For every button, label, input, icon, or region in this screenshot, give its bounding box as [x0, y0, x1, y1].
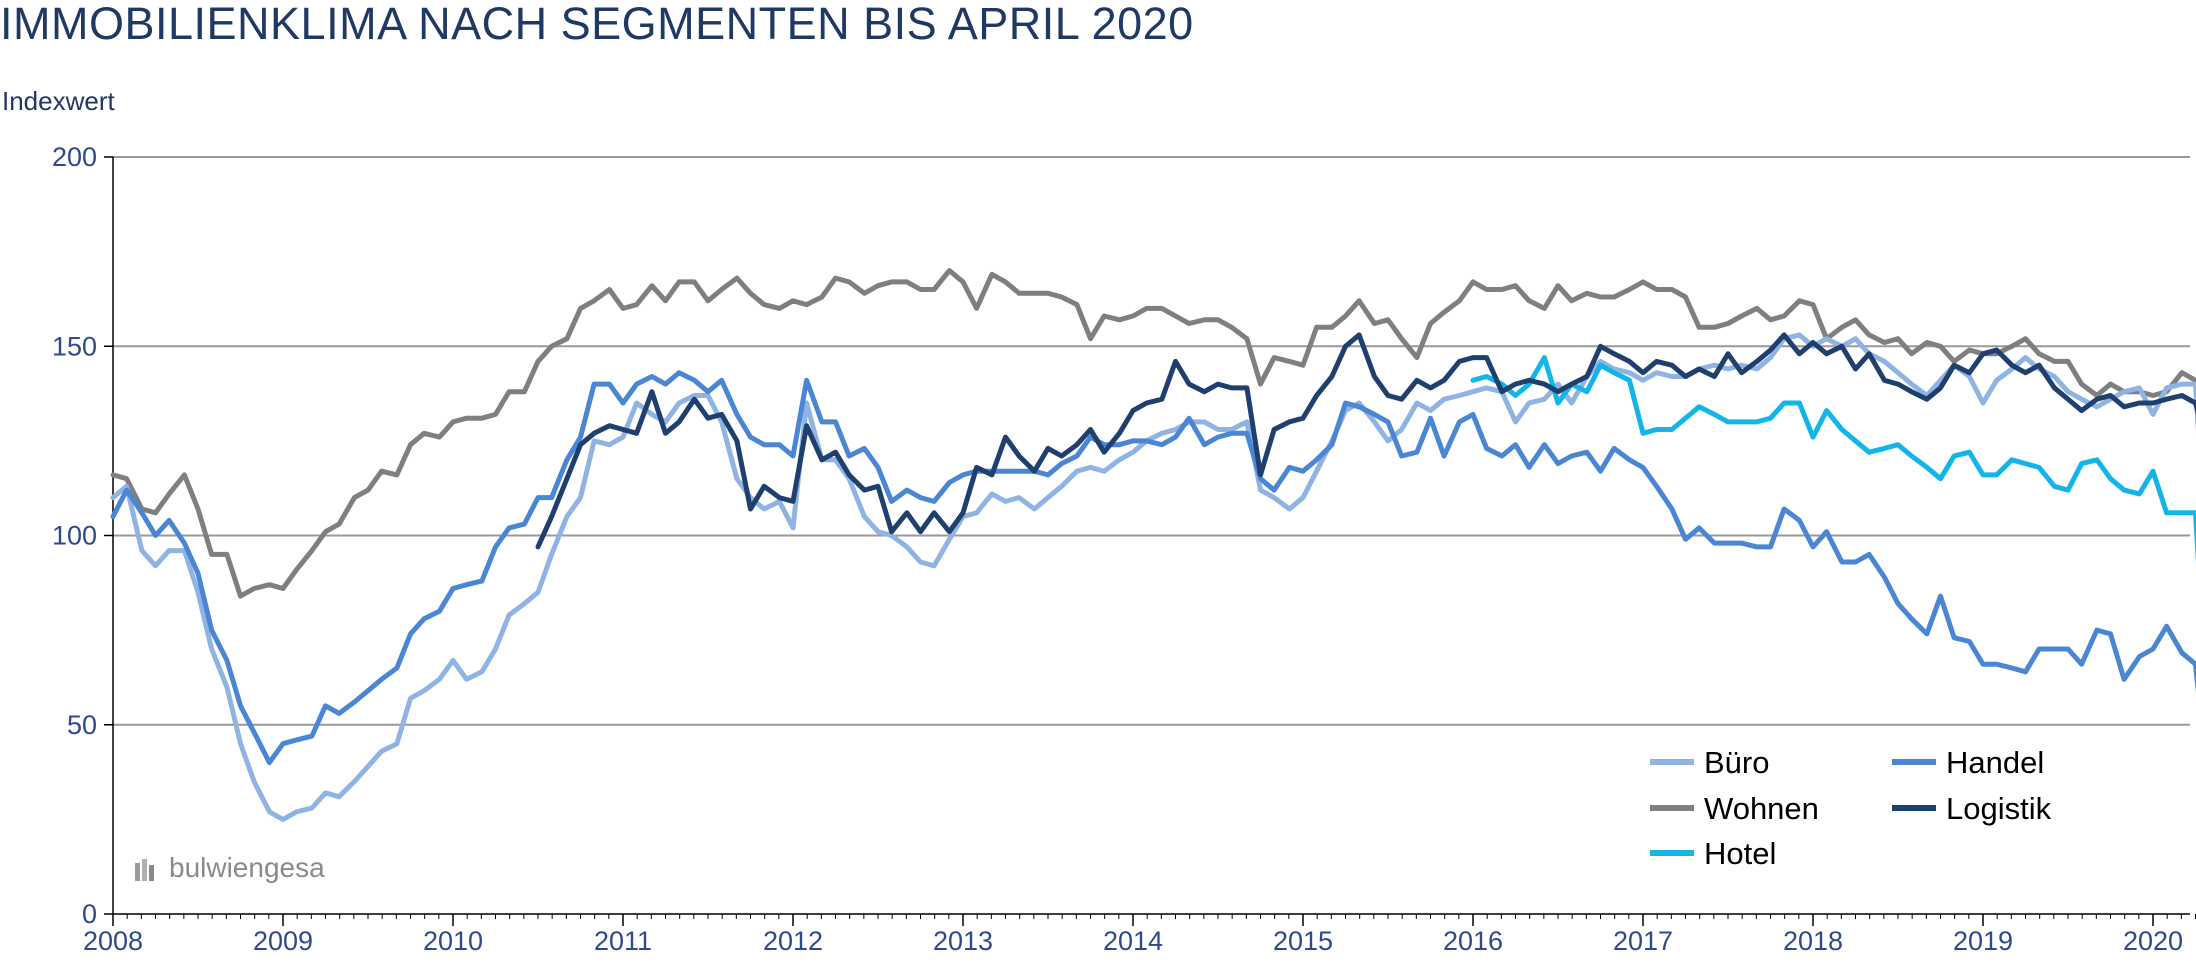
axes: 0 50 100 150 200 2008 2009 2010 2011 2012 2013 2014…	[52, 142, 2196, 956]
series-line-wohnen	[110, 268, 2196, 599]
legend-label-buero: Büro	[1704, 745, 1769, 780]
y-tick-label-150: 150	[52, 331, 97, 361]
chart-title: IMMOBILIENKLIMA NACH SEGMENTEN BIS APRIL…	[0, 0, 1194, 49]
bulwiengesa-logo: bulwiengesa	[133, 852, 325, 885]
x-tick-label-2010: 2010	[423, 926, 483, 956]
y-axis-unit-label: Indexwert	[2, 86, 115, 116]
legend-label-wohnen: Wohnen	[1704, 791, 1819, 826]
legend: Büro Wohnen Hotel Handel Logistik	[1650, 745, 2052, 871]
x-tick-label-2019: 2019	[1953, 926, 2013, 956]
y-tick-label-100: 100	[52, 521, 97, 551]
series-line-buero	[110, 332, 2196, 822]
y-tick-label-0: 0	[82, 899, 97, 929]
x-tick-label-2018: 2018	[1783, 926, 1843, 956]
x-tick-label-2012: 2012	[763, 926, 823, 956]
y-tick-label-50: 50	[67, 710, 97, 740]
x-tick-label-2011: 2011	[594, 926, 652, 956]
x-tick-label-2020: 2020	[2123, 926, 2183, 956]
legend-label-handel: Handel	[1946, 745, 2044, 780]
x-tick-label-2013: 2013	[933, 926, 993, 956]
x-tick-label-2008: 2008	[83, 926, 143, 956]
x-tick-label-2009: 2009	[253, 926, 313, 956]
series-line-handel	[110, 370, 2196, 766]
series-lines	[110, 268, 2196, 822]
x-tick-label-2017: 2017	[1613, 926, 1673, 956]
series-line-hotel	[1470, 355, 2196, 563]
x-tick-label-2015: 2015	[1273, 926, 1333, 956]
logo-text: bulwiengesa	[169, 852, 325, 883]
x-tick-label-2014: 2014	[1103, 926, 1163, 956]
x-tick-label-2016: 2016	[1443, 926, 1503, 956]
bulwiengesa-logo-mark-icon	[135, 858, 154, 881]
legend-label-logistik: Logistik	[1946, 791, 2052, 826]
series-line-logistik	[535, 332, 2196, 550]
y-tick-label-200: 200	[52, 142, 97, 172]
legend-label-hotel: Hotel	[1704, 836, 1776, 871]
